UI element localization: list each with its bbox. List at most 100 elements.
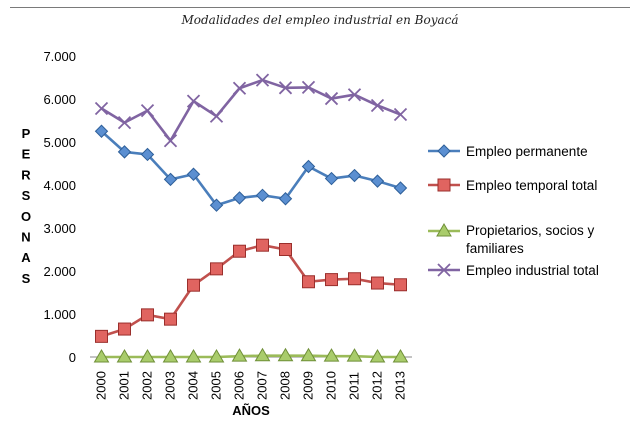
y-axis-title-letter: A: [21, 250, 31, 265]
series-2-point: [302, 275, 315, 289]
y-tick-label: 7.000: [43, 49, 76, 64]
series-2-point: [256, 238, 269, 252]
x-tick-label: 2009: [301, 371, 316, 400]
legend-label: Empleo permanente: [466, 144, 588, 159]
series-line-2: [101, 243, 401, 338]
series-4-point: [163, 134, 178, 148]
legend-marker: [437, 144, 451, 158]
series-3-point: [277, 347, 294, 362]
y-tick-label: 2.000: [43, 264, 76, 279]
chart-title: Modalidades del empleo industrial en Boy…: [181, 13, 459, 27]
x-tick-label: 2008: [278, 371, 293, 400]
series-1-point: [232, 191, 247, 205]
legend-marker: [437, 178, 451, 192]
y-axis-title-letter: E: [22, 147, 31, 162]
series-1-point: [140, 147, 155, 162]
legend-marker: [436, 223, 452, 237]
y-tick-label: 3.000: [43, 221, 76, 236]
series-1-point: [347, 168, 362, 183]
x-tick-label: 2003: [163, 371, 178, 400]
x-tick-label: 2011: [347, 372, 362, 400]
x-tick-label: 2006: [232, 371, 247, 400]
series-1-point: [324, 171, 339, 186]
series-1-point: [163, 172, 178, 187]
series-4-point: [347, 88, 362, 102]
series-2-point: [95, 329, 108, 343]
x-axis-title: AÑOS: [232, 403, 270, 418]
series-1-point: [209, 198, 224, 212]
x-tick-label: 2010: [324, 371, 339, 400]
series-2-point: [118, 322, 131, 336]
y-tick-label: 0: [69, 350, 76, 365]
series-2-point: [371, 276, 384, 290]
series-1-point: [278, 192, 293, 206]
series-4-point: [255, 73, 270, 87]
series-4-point: [94, 101, 109, 116]
y-axis-title-letter: N: [21, 230, 30, 245]
y-tick-label: 4.000: [43, 178, 76, 193]
series-4-point: [301, 80, 316, 95]
series-4-point: [117, 116, 132, 130]
x-tick-label: 2000: [94, 371, 109, 400]
series-1-point: [393, 181, 408, 195]
series-3-point: [323, 348, 340, 362]
y-tick-label: 5.000: [43, 135, 76, 150]
series-4-point: [278, 81, 293, 95]
series-2-point: [187, 278, 200, 292]
y-axis-title-letter: S: [22, 271, 31, 286]
series-3-point: [185, 349, 202, 363]
series-1-point: [94, 124, 109, 138]
series-3-point: [369, 349, 386, 363]
series-3-point: [392, 349, 409, 363]
series-2-point: [141, 308, 154, 322]
y-axis-title-letter: S: [22, 188, 31, 203]
legend-label: Propietarios, socios y familiares: [466, 223, 595, 256]
series-1-point: [255, 188, 270, 203]
y-tick-label: 1.000: [43, 307, 76, 322]
series-2-point: [210, 262, 223, 276]
series-1-point: [186, 167, 201, 181]
series-1-point: [117, 145, 132, 159]
series-4-point: [393, 107, 408, 122]
legend-marker: [437, 263, 451, 277]
series-2-point: [233, 244, 246, 258]
series-3-point: [139, 349, 156, 363]
series-3-point: [346, 348, 363, 362]
y-tick-label: 6.000: [43, 92, 76, 107]
y-axis-title-letter: O: [21, 209, 31, 224]
x-tick-label: 2001: [117, 371, 132, 400]
series-1-point: [301, 159, 316, 174]
series-1-point: [370, 174, 385, 188]
series-4-point: [209, 109, 224, 123]
legend-label: Empleo temporal total: [466, 178, 597, 193]
series-4-point: [324, 91, 339, 106]
x-tick-label: 2005: [209, 371, 224, 400]
series-line-1: [100, 130, 401, 207]
series-3-point: [254, 347, 271, 362]
x-tick-label: 2007: [255, 371, 270, 400]
series-4-point: [140, 103, 155, 118]
series-3-point: [93, 349, 110, 363]
legend-label: Empleo industrial total: [466, 263, 599, 278]
series-3-point: [300, 347, 317, 362]
series-4-point: [370, 98, 385, 113]
x-tick-label: 2004: [186, 371, 201, 400]
series-2-point: [164, 312, 177, 326]
series-2-point: [348, 272, 361, 286]
y-axis-title-letter: R: [21, 167, 31, 182]
series-2-point: [279, 243, 292, 256]
top-rule: [10, 7, 630, 8]
x-tick-label: 2002: [140, 371, 155, 400]
series-3-point: [116, 349, 133, 363]
y-axis-title-letter: P: [22, 126, 31, 141]
series-2-point: [325, 273, 338, 287]
series-3-point: [162, 349, 179, 363]
series-3-point: [231, 348, 248, 362]
series-2-point: [394, 278, 407, 292]
x-tick-label: 2013: [393, 371, 408, 400]
series-3-point: [208, 349, 225, 363]
series-4-point: [186, 94, 201, 108]
x-tick-label: 2012: [370, 371, 385, 400]
